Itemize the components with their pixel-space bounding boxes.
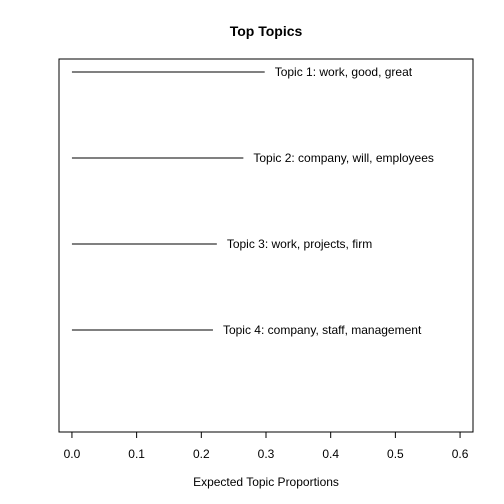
x-tick-label: 0.5 xyxy=(387,447,404,461)
bar-label-topic-4: Topic 4: company, staff, management xyxy=(223,323,422,337)
bars-group: Topic 1: work, good, great Topic 2: compa… xyxy=(71,65,434,337)
x-tick-label: 0.2 xyxy=(193,447,210,461)
x-tick-label: 0.4 xyxy=(322,447,339,461)
x-tick-label: 0.6 xyxy=(452,447,469,461)
x-tick-label: 0.1 xyxy=(128,447,145,461)
x-tick-label: 0.0 xyxy=(64,447,81,461)
x-axis: 0.0 0.1 0.2 0.3 0.4 0.5 0.6 xyxy=(64,432,469,461)
bar-label-topic-2: Topic 2: company, will, employees xyxy=(253,151,434,165)
bar-label-topic-3: Topic 3: work, projects, firm xyxy=(227,237,372,251)
bar-label-topic-1: Topic 1: work, good, great xyxy=(275,65,413,79)
x-tick-label: 0.3 xyxy=(258,447,275,461)
x-axis-label: Expected Topic Proportions xyxy=(193,475,339,489)
chart-title: Top Topics xyxy=(230,23,303,39)
